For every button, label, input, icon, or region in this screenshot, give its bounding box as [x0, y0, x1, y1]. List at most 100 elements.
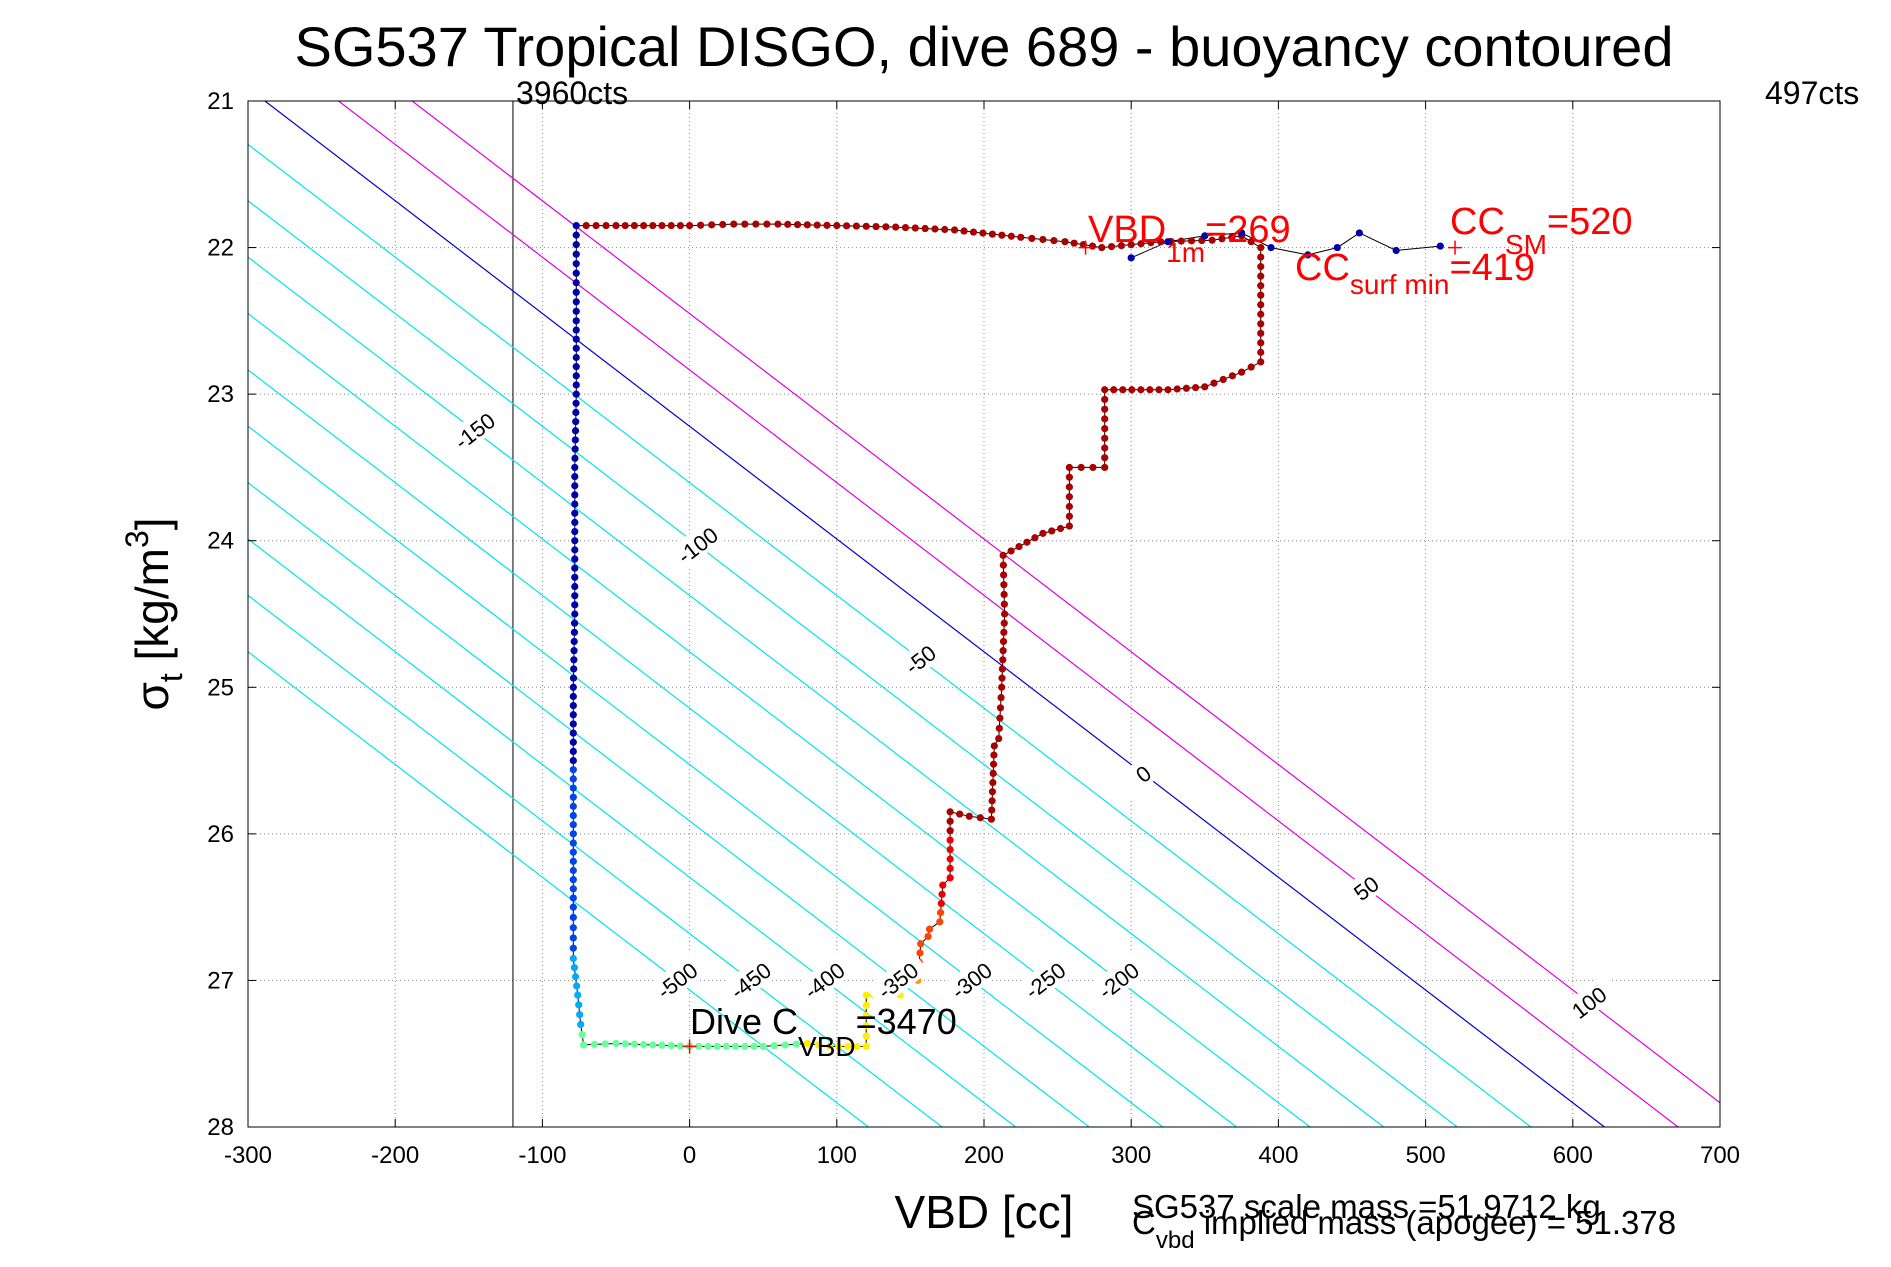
dive-point	[571, 601, 579, 609]
x-tick-label: 400	[1258, 1142, 1298, 1169]
climb-point	[1146, 386, 1154, 394]
climb-point	[1257, 320, 1265, 328]
climb-point	[1050, 237, 1058, 245]
dive-point	[570, 964, 579, 972]
climb-point	[774, 220, 782, 228]
dive-point	[569, 775, 577, 783]
vbd1m-label: VBD1m=269	[1088, 209, 1291, 268]
contour-label-bg	[1556, 973, 1621, 1031]
climb-point	[1039, 235, 1047, 244]
climb-point	[969, 228, 978, 236]
contour-line	[248, 256, 1385, 1127]
climb-point	[995, 734, 1003, 743]
dive-point	[569, 885, 577, 893]
dive-point	[569, 830, 577, 838]
vbd1m-label-sub: 1m	[1166, 237, 1205, 268]
climb-point	[921, 224, 929, 233]
dive-point	[569, 839, 577, 847]
dive-point	[569, 711, 577, 719]
axis-ticks: -300 -200 -100 0 100 200 300 400 500 600 700 21 22 23…	[207, 88, 1740, 1169]
climb-point	[931, 225, 939, 233]
climb-point	[996, 704, 1005, 712]
climb-point	[1031, 534, 1039, 542]
climb-point	[872, 222, 880, 231]
cc-sm-label-value: =520	[1547, 201, 1633, 243]
climb-point	[950, 226, 959, 234]
climb-point	[823, 221, 831, 229]
climb-point	[1101, 415, 1109, 423]
dive-c-vbd-label-main: Dive C	[690, 1001, 798, 1042]
climb-point	[803, 221, 811, 229]
climb-point	[936, 909, 945, 917]
climb-point	[1257, 282, 1265, 290]
dive-point	[570, 656, 578, 664]
cc-surf-min-label-value: =419	[1449, 247, 1535, 289]
climb-point	[752, 220, 760, 228]
dive-point	[571, 582, 579, 591]
y-axis-label-sub: t	[153, 673, 189, 682]
surface-point	[1164, 238, 1172, 246]
climb-point	[1107, 242, 1116, 251]
dive-point	[658, 1041, 666, 1049]
dive-point	[571, 546, 579, 554]
dive-point	[640, 1040, 648, 1049]
y-tick-label: 27	[207, 967, 234, 994]
climb-point	[998, 683, 1006, 691]
dive-point	[572, 221, 580, 230]
climb-point	[1119, 386, 1127, 394]
dive-point	[577, 1020, 585, 1028]
climb-point	[1007, 547, 1015, 555]
climb-point	[1257, 329, 1265, 337]
climb-point	[941, 225, 949, 234]
climb-point	[1238, 368, 1246, 376]
climb-point	[1218, 235, 1226, 243]
dive-point	[569, 683, 577, 691]
climb-point	[1000, 571, 1008, 579]
dive-point	[732, 1042, 740, 1050]
climb-point	[996, 714, 1004, 722]
x-tick-label: -100	[518, 1142, 566, 1169]
contour-line	[248, 594, 943, 1127]
dive-point	[572, 353, 580, 362]
climb-point	[997, 693, 1005, 702]
climb-point	[990, 751, 998, 759]
y-tick-label: 26	[207, 821, 234, 848]
y-axis-label-close: ]	[126, 517, 178, 530]
dive-point	[578, 1031, 586, 1039]
climb-point	[1117, 242, 1125, 250]
dive-point	[572, 279, 580, 287]
climb-point	[1137, 386, 1145, 394]
dive-point	[572, 326, 580, 334]
vbd1m-label-main: VBD	[1088, 209, 1166, 251]
contour-label-bg	[1333, 858, 1398, 916]
climb-point	[988, 788, 997, 796]
dive-c-vbd-label-sub: VBD	[798, 1031, 856, 1062]
climb-point	[1208, 236, 1216, 244]
climb-point	[988, 806, 996, 814]
surface-point	[1333, 243, 1341, 252]
svg-text:σt [kg/m3]: σt [kg/m3]	[119, 517, 189, 710]
dive-point	[667, 1042, 675, 1050]
surface-point	[1436, 242, 1444, 250]
x-tick-label: 100	[817, 1142, 857, 1169]
dive-point	[569, 924, 577, 932]
climb-point	[1137, 240, 1145, 248]
climb-point	[1065, 473, 1073, 481]
implied-mass-footer-sub: vbd	[1156, 1227, 1195, 1254]
dive-point	[572, 231, 580, 239]
climb-point	[946, 864, 954, 873]
climb-point	[833, 221, 841, 230]
climb-point	[989, 769, 997, 777]
climb-point	[939, 881, 947, 889]
dive-point	[580, 1041, 588, 1049]
dive-point	[572, 260, 580, 268]
dive-point	[571, 482, 579, 490]
climb-point	[998, 231, 1006, 239]
x-tick-label: 700	[1700, 1142, 1740, 1169]
dive-point	[571, 518, 579, 526]
dive-point	[572, 241, 580, 249]
climb-point	[1065, 502, 1073, 511]
climb-point	[1065, 512, 1073, 520]
climb-point	[1257, 272, 1265, 280]
